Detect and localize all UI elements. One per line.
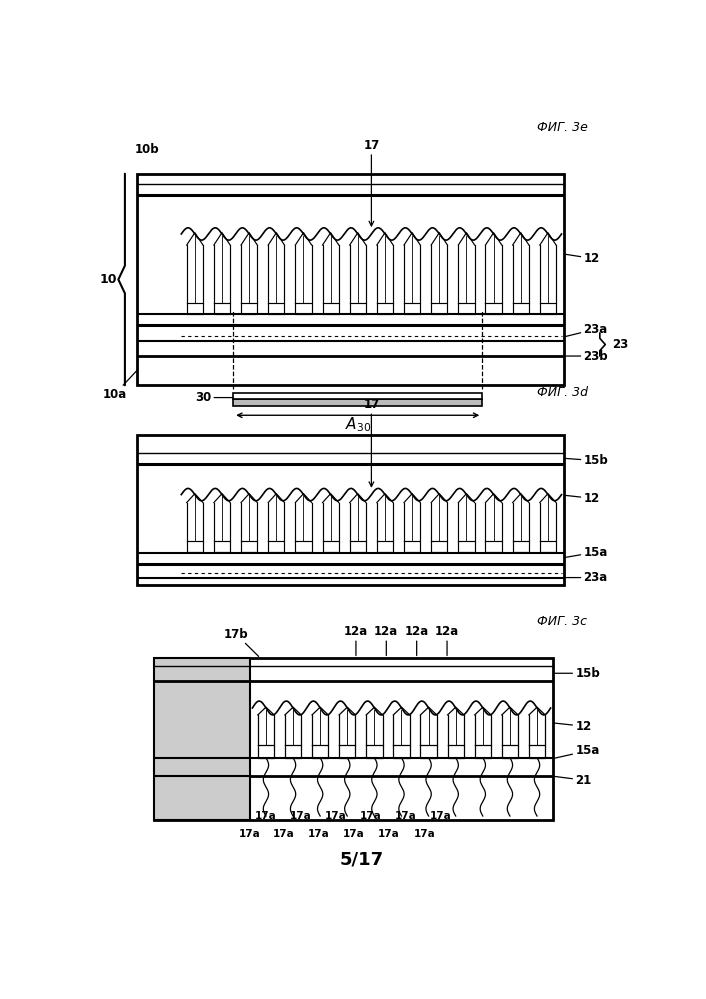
- Text: 23a: 23a: [564, 323, 608, 337]
- Text: 23a: 23a: [564, 571, 608, 584]
- Text: 17a: 17a: [430, 811, 452, 821]
- Text: 17a: 17a: [395, 811, 417, 821]
- Text: 10: 10: [100, 273, 117, 286]
- Text: ФИГ. 3d: ФИГ. 3d: [537, 387, 588, 400]
- Text: 17a: 17a: [290, 811, 312, 821]
- Text: 12a: 12a: [374, 625, 398, 655]
- Bar: [154, 658, 554, 820]
- Text: 30: 30: [195, 391, 233, 404]
- Text: 17a: 17a: [413, 829, 435, 839]
- Text: 17a: 17a: [255, 811, 277, 821]
- Text: 17a: 17a: [273, 829, 295, 839]
- Bar: [233, 400, 482, 406]
- Text: 12a: 12a: [405, 625, 429, 655]
- Text: 17a: 17a: [239, 829, 261, 839]
- Bar: [138, 174, 564, 386]
- Text: 12: 12: [554, 719, 592, 732]
- Text: 12a: 12a: [344, 625, 368, 655]
- Text: 23b: 23b: [564, 350, 608, 363]
- Text: 15a: 15a: [564, 545, 608, 558]
- Text: 12: 12: [564, 252, 599, 265]
- Text: 10a: 10a: [102, 370, 138, 401]
- Bar: [154, 658, 250, 820]
- Text: 17a: 17a: [343, 829, 365, 839]
- Text: 17: 17: [364, 139, 380, 226]
- Bar: [138, 436, 564, 585]
- Text: 15b: 15b: [564, 455, 608, 468]
- Text: 12a: 12a: [435, 625, 459, 655]
- Text: 17a: 17a: [309, 829, 330, 839]
- Text: 17a: 17a: [325, 811, 347, 821]
- Text: 17: 17: [364, 399, 380, 487]
- Text: $A_{30}$: $A_{30}$: [345, 416, 371, 434]
- Text: 17a: 17a: [360, 811, 382, 821]
- Text: 15b: 15b: [554, 666, 600, 679]
- Text: 17b: 17b: [224, 627, 258, 656]
- Text: 12: 12: [564, 492, 599, 504]
- Text: 21: 21: [554, 773, 592, 786]
- Bar: [233, 394, 482, 400]
- Text: 5/17: 5/17: [340, 851, 384, 869]
- Text: 17a: 17a: [378, 829, 400, 839]
- Text: ФИГ. 3c: ФИГ. 3c: [537, 615, 587, 628]
- Text: 15a: 15a: [554, 744, 599, 758]
- Text: 23: 23: [612, 338, 628, 351]
- Text: ФИГ. 3e: ФИГ. 3e: [537, 121, 588, 134]
- Text: 10b: 10b: [135, 143, 160, 156]
